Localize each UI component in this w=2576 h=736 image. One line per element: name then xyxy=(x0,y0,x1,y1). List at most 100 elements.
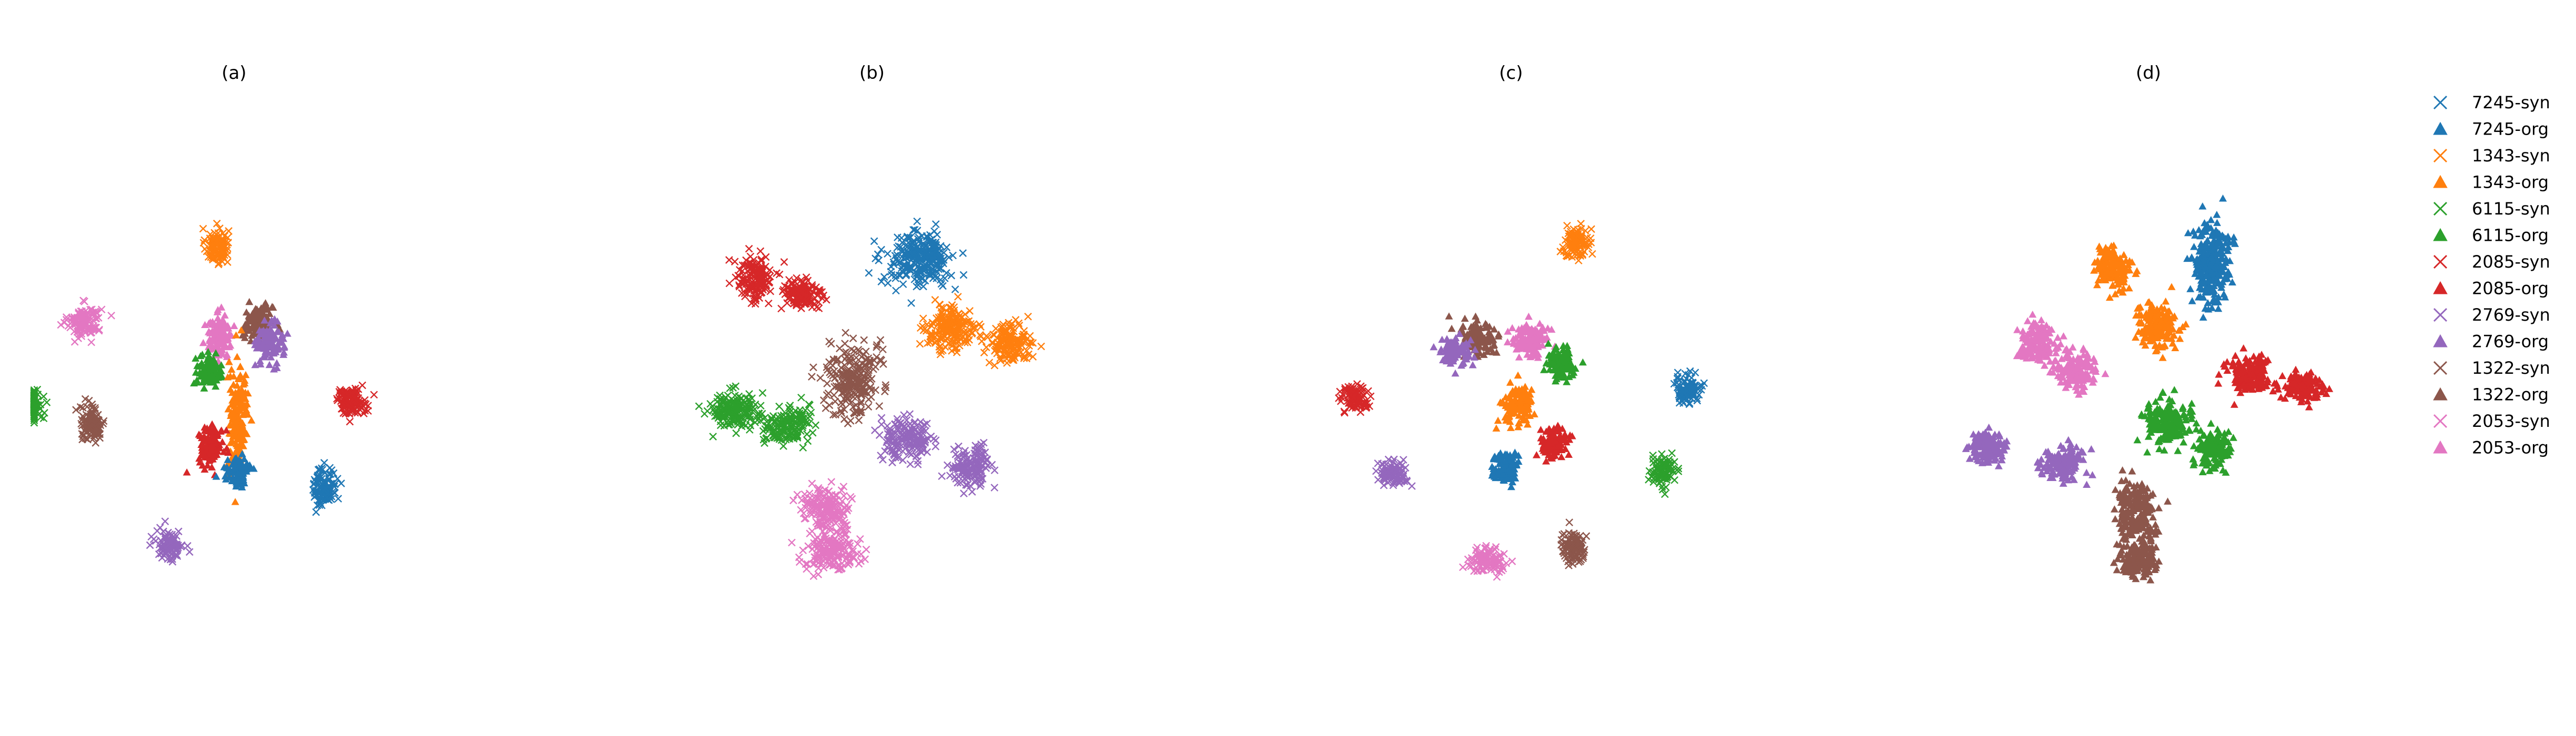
scatter-point-7245-syn xyxy=(927,236,936,243)
scatter-point-1322-syn xyxy=(837,409,846,417)
scatter-point-2053-org xyxy=(224,336,232,344)
scatter-point-7245-syn xyxy=(947,271,956,280)
scatter-point-6115-syn xyxy=(736,418,744,427)
scatter-point-6115-syn xyxy=(36,401,45,408)
scatter-point-1343-syn xyxy=(966,326,974,334)
scatter-point-7245-syn xyxy=(315,496,323,504)
scatter-point-2085-syn xyxy=(735,272,743,280)
scatter-point-6115-syn xyxy=(729,396,737,405)
scatter-point-2053-syn xyxy=(94,314,103,322)
scatter-point-6115-org xyxy=(193,362,201,369)
panel-a: (a) xyxy=(30,63,378,566)
scatter-point-1322-syn xyxy=(873,353,880,361)
scatter-point-1343-org xyxy=(239,380,248,388)
scatter-point-2769-org xyxy=(272,359,281,366)
scatter-point-2085-syn xyxy=(358,381,367,390)
scatter-point-1322-syn xyxy=(81,395,89,403)
panel-b-points xyxy=(695,217,1046,580)
scatter-point-6115-syn xyxy=(723,418,731,426)
scatter-point-2085-syn xyxy=(762,262,769,271)
scatter-point-2053-syn xyxy=(93,308,100,316)
scatter-point-1343-syn xyxy=(931,339,939,347)
scatter-point-7245-syn xyxy=(316,483,324,490)
scatter-point-1322-org xyxy=(266,310,274,317)
scatter-point-1343-syn xyxy=(999,320,1007,329)
scatter-point-1343-syn xyxy=(996,354,1005,362)
scatter-point-1343-syn xyxy=(1027,339,1035,346)
scatter-point-2085-syn xyxy=(361,406,369,415)
scatter-point-7245-org xyxy=(247,464,255,472)
scatter-point-7245-syn xyxy=(921,263,930,271)
scatter-point-1343-syn xyxy=(938,311,947,319)
scatter-point-1322-syn xyxy=(841,340,849,347)
scatter-point-2085-org xyxy=(222,426,230,434)
scatter-point-1322-syn xyxy=(853,408,860,417)
scatter-point-1322-syn xyxy=(825,338,833,345)
scatter-point-2769-syn xyxy=(174,545,181,553)
scatter-point-1322-syn xyxy=(851,376,860,384)
scatter-point-1343-org xyxy=(240,392,248,400)
scatter-point-1322-syn xyxy=(99,420,107,427)
scatter-point-6115-syn xyxy=(776,432,784,441)
scatter-point-6115-syn xyxy=(703,407,712,415)
scatter-point-1322-syn xyxy=(846,417,855,425)
scatter-point-2085-syn xyxy=(757,255,765,263)
scatter-point-2085-syn xyxy=(800,300,809,308)
scatter-point-2085-org xyxy=(205,457,214,464)
scatter-point-7245-org xyxy=(241,463,249,470)
scatter-point-7245-syn xyxy=(904,259,912,268)
scatter-point-1343-org xyxy=(225,358,234,365)
scatter-point-7245-syn xyxy=(905,234,913,242)
scatter-point-1343-syn xyxy=(992,324,1000,333)
scatter-point-6115-org xyxy=(206,378,215,386)
scatter-point-6115-org xyxy=(198,362,207,370)
scatter-point-1343-org xyxy=(239,428,247,436)
scatter-point-2053-org xyxy=(224,324,232,332)
scatter-point-2085-syn xyxy=(790,297,798,305)
scatter-point-1322-syn xyxy=(871,386,880,394)
scatter-point-2085-syn xyxy=(758,275,767,284)
scatter-point-2053-syn xyxy=(62,313,70,321)
scatter-point-6115-org xyxy=(200,384,208,392)
scatter-point-1322-syn xyxy=(816,374,825,382)
scatter-point-7245-syn xyxy=(923,254,931,263)
scatter-point-7245-syn xyxy=(902,270,910,278)
scatter-point-1322-syn xyxy=(822,404,830,412)
scatter-point-1343-syn xyxy=(952,336,960,344)
scatter-point-6115-syn xyxy=(768,414,776,423)
scatter-point-2085-syn xyxy=(791,278,799,286)
scatter-point-6115-syn xyxy=(771,434,779,442)
scatter-point-6115-org xyxy=(199,370,207,377)
scatter-point-1343-syn xyxy=(996,336,1005,344)
scatter-point-1322-syn xyxy=(837,407,845,415)
scatter-point-2085-syn xyxy=(353,390,361,398)
scatter-point-1343-syn xyxy=(956,319,964,328)
scatter-point-2085-syn xyxy=(766,272,774,281)
scatter-point-2085-syn xyxy=(346,417,354,426)
scatter-point-6115-syn xyxy=(734,414,743,423)
scatter-point-6115-org xyxy=(205,352,213,360)
scatter-point-2769-org xyxy=(262,328,271,335)
scatter-point-6115-org xyxy=(199,378,207,386)
scatter-point-2769-org xyxy=(265,333,273,341)
scatter-point-2085-org xyxy=(200,465,209,473)
scatter-point-6115-syn xyxy=(788,425,796,433)
scatter-point-2085-syn xyxy=(343,387,351,395)
scatter-point-2769-org xyxy=(251,341,259,349)
scatter-point-1343-syn xyxy=(988,340,997,347)
scatter-point-7245-syn xyxy=(896,271,904,280)
scatter-point-1322-syn xyxy=(88,410,96,417)
scatter-point-2769-org xyxy=(278,339,287,346)
scatter-point-1343-org xyxy=(233,353,241,360)
scatter-point-1343-syn xyxy=(1011,316,1020,324)
scatter-point-7245-syn xyxy=(936,257,944,265)
scatter-point-1322-syn xyxy=(830,391,838,399)
scatter-point-2053-syn xyxy=(88,311,96,319)
scatter-point-1343-syn xyxy=(1010,328,1018,336)
scatter-point-6115-syn xyxy=(768,416,776,424)
scatter-point-1343-syn xyxy=(1037,342,1046,351)
scatter-point-2769-syn xyxy=(173,532,181,540)
scatter-point-1343-org xyxy=(232,331,240,339)
scatter-point-1322-syn xyxy=(94,416,103,424)
scatter-point-2085-syn xyxy=(743,277,751,285)
